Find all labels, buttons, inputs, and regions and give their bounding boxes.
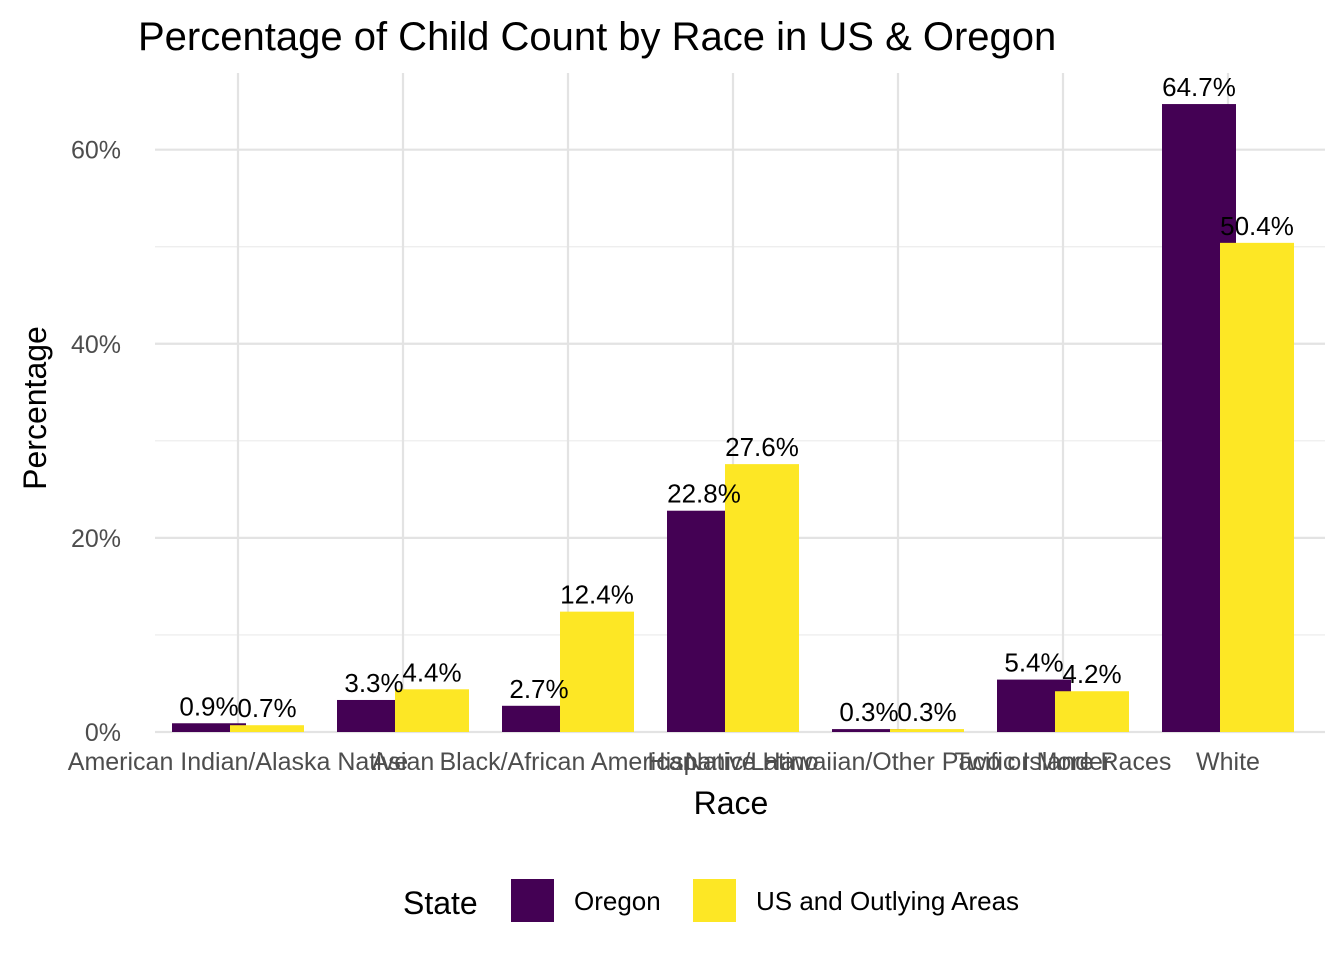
- chart-title: Percentage of Child Count by Race in US …: [138, 15, 1056, 59]
- data-label: 50.4%: [1220, 211, 1294, 241]
- y-axis-title: Percentage: [17, 326, 53, 490]
- x-tick-label: Asian: [372, 748, 435, 776]
- bar: [230, 725, 304, 732]
- bar: [560, 611, 634, 732]
- bar: [172, 723, 246, 732]
- legend-key: [693, 879, 736, 922]
- x-tick-label: Black/African American: [439, 748, 696, 776]
- bar: [890, 729, 964, 732]
- bar: [1220, 242, 1294, 732]
- y-tick-label: 20%: [71, 525, 121, 553]
- data-label: 22.8%: [667, 479, 741, 509]
- bars: [172, 104, 1294, 732]
- legend: State Oregon US and Outlying Areas: [403, 879, 1019, 922]
- data-label: 3.3%: [344, 668, 403, 698]
- legend-label: US and Outlying Areas: [756, 886, 1019, 916]
- legend-title: State: [403, 885, 478, 921]
- x-tick-label: Native Hawaiian/Other Pacific Islander: [685, 748, 1112, 776]
- data-label: 12.4%: [560, 580, 634, 610]
- data-label: 0.3%: [839, 697, 898, 727]
- data-label: 0.7%: [237, 693, 296, 723]
- x-tick-label: Two or More Races: [955, 748, 1172, 776]
- x-axis-title: Race: [694, 785, 769, 821]
- bar: [1055, 691, 1129, 732]
- y-ticks: 0% 20% 40% 60%: [71, 137, 121, 747]
- data-label: 4.4%: [402, 657, 461, 687]
- data-label: 2.7%: [509, 674, 568, 704]
- x-tick-label: White: [1196, 748, 1260, 776]
- y-tick-label: 0%: [85, 719, 121, 747]
- bar: [395, 689, 469, 732]
- legend-key: [511, 879, 554, 922]
- data-label: 27.6%: [725, 432, 799, 462]
- bar: [725, 464, 799, 732]
- x-tick-label: American Indian/Alaska Native: [68, 748, 408, 776]
- data-label: 4.2%: [1062, 659, 1121, 689]
- data-label: 64.7%: [1162, 72, 1236, 102]
- data-labels: 0.9% 3.3% 2.7% 22.8% 0.3% 5.4% 64.7% 0.7% 4.4% 12…: [179, 72, 1294, 727]
- y-tick-label: 40%: [71, 331, 121, 359]
- data-label: 5.4%: [1004, 648, 1063, 678]
- data-label: 0.9%: [179, 691, 238, 721]
- y-tick-label: 60%: [71, 137, 121, 165]
- bar: [832, 729, 906, 732]
- data-label: 0.3%: [897, 697, 956, 727]
- legend-label: Oregon: [574, 886, 661, 916]
- x-tick-label: Hispanic/Latino: [648, 748, 819, 776]
